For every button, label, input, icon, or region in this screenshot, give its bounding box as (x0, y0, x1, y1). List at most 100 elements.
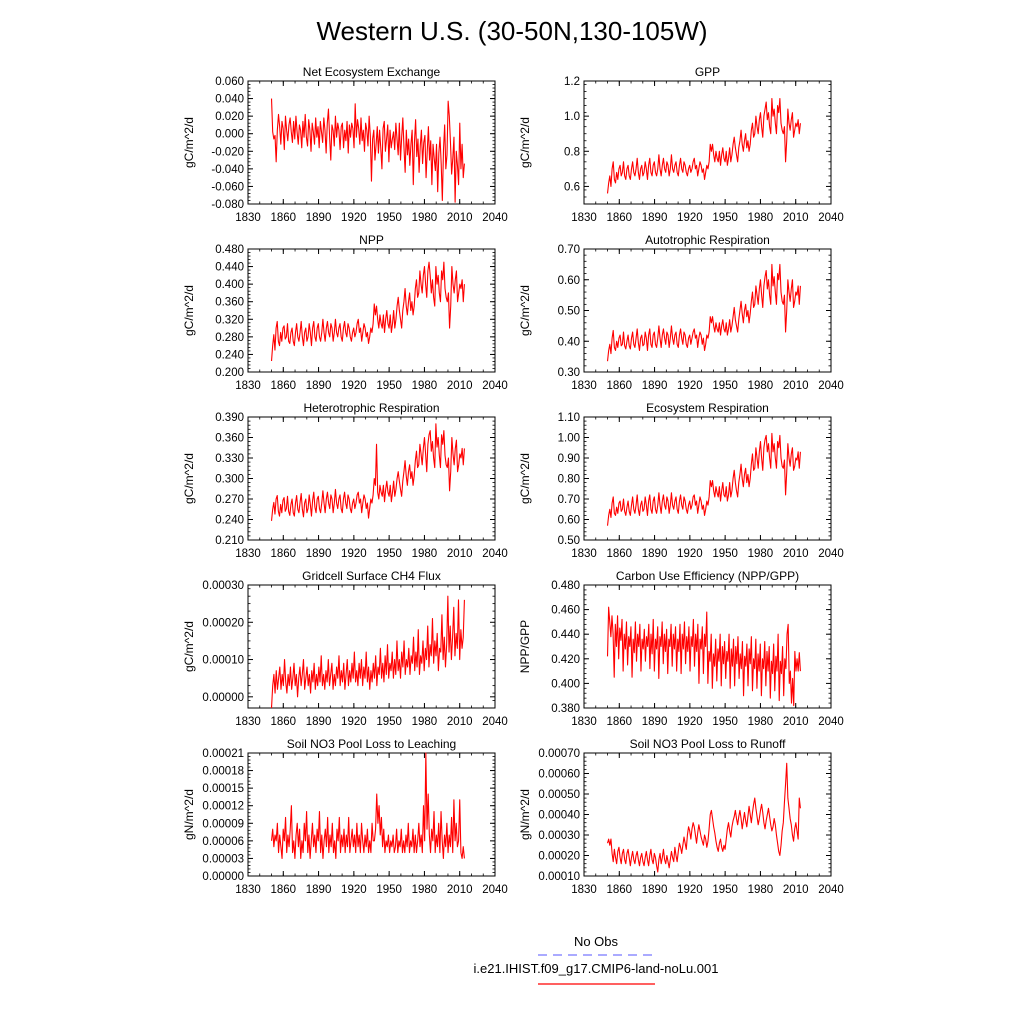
y-tick-label: -0.080 (211, 199, 244, 211)
y-tick-label: 0.80 (558, 474, 580, 486)
panel-net-ecosystem-exchange: Net Ecosystem Exchange 1830 1860 1890 1920 19… (182, 65, 508, 224)
y-tick-label: 0.440 (551, 629, 580, 641)
y-axis-label: gC/m^2/d (182, 117, 196, 168)
y-tick-label: 0.240 (215, 349, 244, 361)
y-tick-label: 0.00015 (202, 783, 244, 795)
y-tick-label: 0.00020 (202, 617, 244, 629)
x-tick-label: 1920 (341, 884, 367, 896)
series-line (606, 606, 801, 707)
y-tick-label: 0.00030 (538, 830, 580, 842)
y-axis-label: gC/m^2/d (182, 621, 196, 672)
y-tick-label: 0.270 (215, 494, 244, 506)
panel-gridcell-surface-ch4-flux: Gridcell Surface CH4 Flux 1830 1860 1890 192… (182, 569, 508, 728)
series-line (270, 752, 465, 859)
y-tick-label: 0.480 (215, 244, 244, 256)
y-axis-label: gC/m^2/d (518, 453, 532, 504)
y-tick-label: 0.400 (215, 279, 244, 291)
legend-label-no-obs: No Obs (574, 934, 619, 949)
y-axis-label: gC/m^2/d (518, 285, 532, 336)
panel-heterotrophic-respiration: Heterotrophic Respiration 1830 1860 1890 192… (182, 401, 508, 560)
x-tick-label: 1830 (235, 716, 261, 728)
x-tick-label: 1830 (571, 884, 597, 896)
y-tick-label: 0.6 (564, 181, 580, 193)
y-tick-label: 1.0 (564, 111, 580, 123)
y-tick-label: 0.50 (558, 306, 580, 318)
x-tick-label: 1830 (571, 380, 597, 392)
x-tick-label: 2040 (818, 380, 844, 392)
y-tick-label: -0.040 (211, 164, 244, 176)
x-tick-label: 1860 (270, 716, 296, 728)
y-tick-label: 0.90 (558, 453, 580, 465)
panel-soil-no3-pool-loss-to-runoff: Soil NO3 Pool Loss to Runoff 1830 1860 1890… (518, 737, 844, 896)
x-tick-label: 1920 (677, 884, 703, 896)
x-tick-label: 1980 (412, 884, 438, 896)
plot-frame (583, 416, 832, 541)
series-line (270, 98, 465, 203)
y-tick-label: 0.240 (215, 515, 244, 527)
panel-title: NPP (359, 233, 384, 247)
y-tick-label: 0.420 (551, 654, 580, 666)
panel-title: GPP (695, 65, 720, 79)
panel-gpp: GPP 1830 1860 1890 1920 1950 1980 2010 2040 0.6 0.… (518, 65, 844, 224)
series-line (606, 762, 801, 873)
x-tick-label: 2010 (783, 380, 809, 392)
x-tick-label: 1980 (748, 716, 774, 728)
x-tick-label: 1980 (748, 380, 774, 392)
plot-frame (247, 416, 496, 541)
x-tick-label: 2040 (818, 548, 844, 560)
y-tick-label: 0.400 (551, 678, 580, 690)
x-tick-label: 1860 (606, 548, 632, 560)
y-tick-label: 0.320 (215, 314, 244, 326)
y-tick-label: 0.30 (558, 367, 580, 379)
y-tick-label: 0.480 (551, 580, 580, 592)
x-tick-label: 1890 (306, 548, 332, 560)
x-tick-label: 1860 (270, 212, 296, 224)
x-tick-label: 1920 (341, 548, 367, 560)
y-tick-label: 0.00030 (202, 580, 244, 592)
x-tick-label: 1860 (606, 716, 632, 728)
x-tick-label: 2010 (447, 212, 473, 224)
y-tick-label: 0.280 (215, 332, 244, 344)
x-tick-label: 1950 (376, 884, 402, 896)
series-line (606, 98, 801, 194)
x-tick-label: 1950 (712, 548, 738, 560)
y-tick-label: 0.00021 (202, 748, 244, 760)
x-tick-label: 1830 (571, 548, 597, 560)
y-tick-label: 0.00060 (538, 769, 580, 781)
y-tick-label: 0.00070 (538, 748, 580, 760)
figure-title: Western U.S. (30-50N,130-105W) (316, 16, 707, 46)
plot-frame (583, 752, 832, 877)
legend: No Obs i.e21.IHIST.f09_g17.CMIP6-land-no… (474, 934, 719, 985)
x-tick-label: 2010 (447, 716, 473, 728)
panel-title: Autotrophic Respiration (645, 233, 770, 247)
x-tick-label: 2010 (783, 716, 809, 728)
panel-carbon-use-efficiency-npp-gpp: Carbon Use Efficiency (NPP/GPP) 1830 1860 1… (518, 569, 844, 728)
y-axis-label: gC/m^2/d (182, 453, 196, 504)
plot-frame (583, 248, 832, 373)
y-axis-label: gN/m^2/d (182, 789, 196, 840)
plot-frame (583, 584, 832, 709)
x-tick-label: 1950 (376, 548, 402, 560)
y-tick-label: -0.060 (211, 181, 244, 193)
x-tick-label: 1980 (412, 380, 438, 392)
series-line (270, 595, 465, 709)
x-tick-label: 1830 (571, 716, 597, 728)
x-tick-label: 1860 (606, 884, 632, 896)
series-line (270, 423, 465, 521)
x-tick-label: 1980 (748, 884, 774, 896)
x-tick-label: 1860 (606, 212, 632, 224)
x-tick-label: 1980 (748, 212, 774, 224)
y-tick-label: 0.70 (558, 494, 580, 506)
panel-autotrophic-respiration: Autotrophic Respiration 1830 1860 1890 1920 1… (518, 233, 844, 392)
y-tick-label: 0.00018 (202, 766, 244, 778)
x-tick-label: 1860 (270, 548, 296, 560)
y-tick-label: 0.50 (558, 535, 580, 547)
x-tick-label: 1920 (341, 716, 367, 728)
x-tick-label: 1920 (677, 548, 703, 560)
x-tick-label: 1890 (642, 716, 668, 728)
panel-title: Heterotrophic Respiration (303, 401, 439, 415)
panel-title: Gridcell Surface CH4 Flux (302, 569, 441, 583)
x-tick-label: 1890 (306, 884, 332, 896)
x-tick-label: 1890 (642, 380, 668, 392)
y-axis-label: gN/m^2/d (518, 789, 532, 840)
